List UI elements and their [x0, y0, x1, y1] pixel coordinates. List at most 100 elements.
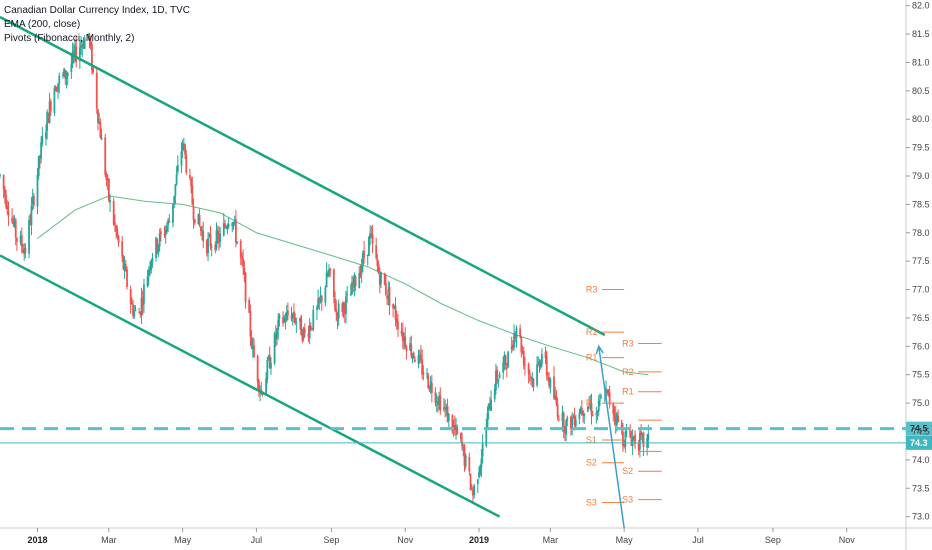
- candle-body: [378, 273, 381, 286]
- legend-ema[interactable]: EMA (200, close): [4, 19, 81, 30]
- candle-body: [219, 233, 222, 242]
- candle-body: [129, 289, 132, 304]
- candle-body: [89, 41, 92, 46]
- candle-body: [463, 446, 466, 466]
- candle-body: [580, 407, 583, 413]
- candle-body: [48, 101, 51, 123]
- candle-body: [354, 276, 357, 286]
- candle-body: [301, 333, 304, 341]
- candle-body: [637, 442, 640, 451]
- x-tick-label: Nov: [839, 535, 856, 545]
- candle-body: [303, 328, 306, 333]
- candle-body: [547, 377, 549, 378]
- time-axis[interactable]: 2018 Mar May Jul Sep Nov 2019 Mar May Jul Sep Nov: [27, 528, 855, 545]
- candle-body: [616, 413, 618, 426]
- y-tick-label: 81.5: [912, 29, 930, 39]
- candle-body: [167, 219, 170, 225]
- candle-body: [58, 75, 61, 84]
- candle-body: [337, 303, 340, 319]
- candle-body: [290, 315, 293, 319]
- candle-body: [410, 344, 413, 356]
- candle-body: [274, 333, 277, 339]
- pivot-label: R1: [622, 387, 634, 397]
- candle-body: [371, 234, 374, 244]
- legend-pivots[interactable]: Pivots (Fibonacci, Monthly, 2): [4, 33, 135, 44]
- pivot-label: R3: [622, 338, 634, 348]
- y-tick-label: 77.5: [912, 256, 930, 266]
- y-tick-label: 80.5: [912, 86, 930, 96]
- candle-body: [469, 473, 472, 490]
- y-tick-label: 75.0: [912, 398, 930, 408]
- projection-arrow: [595, 344, 625, 529]
- candle-body: [78, 47, 81, 61]
- candle-body: [216, 230, 219, 236]
- candle-body: [253, 345, 255, 357]
- candle-body: [53, 88, 56, 114]
- x-tick-label: 2018: [27, 535, 47, 545]
- candle-body: [265, 378, 268, 396]
- candle-body: [40, 142, 43, 159]
- candle-body: [307, 333, 310, 338]
- candle-body: [197, 213, 200, 225]
- candle-body: [116, 228, 119, 237]
- price-axis[interactable]: 82.0 81.5 81.0 80.5 80.0 79.5 79.0 78.5 78.0 77.5…: [906, 1, 930, 522]
- candle-body: [276, 328, 278, 338]
- candle-body: [548, 377, 551, 386]
- candle-body: [266, 360, 269, 380]
- candle-body: [384, 283, 387, 295]
- candle-body: [351, 282, 353, 295]
- legend-symbol[interactable]: Canadian Dollar Currency Index, 1D, TVC: [4, 5, 191, 16]
- candle-body: [446, 406, 449, 423]
- candle-body: [143, 284, 145, 304]
- candle-body: [155, 237, 157, 258]
- candle-body: [335, 309, 338, 313]
- candle-body: [622, 431, 624, 446]
- candle-body: [106, 178, 109, 181]
- candle-body: [210, 246, 213, 248]
- y-tick-label: 79.5: [912, 143, 930, 153]
- candle-body: [524, 365, 526, 367]
- candle-body: [3, 188, 6, 196]
- candle-body: [428, 386, 431, 390]
- candle-body: [606, 389, 609, 391]
- candle-body: [556, 404, 559, 417]
- candle-body: [47, 113, 50, 123]
- candle-body: [260, 389, 263, 392]
- candle-body: [480, 458, 483, 468]
- candle-body: [107, 178, 110, 201]
- channel-upper-line: [0, 15, 606, 337]
- candle-body: [470, 487, 473, 489]
- candle-body: [388, 287, 391, 306]
- candle-body: [309, 326, 312, 329]
- candle-body: [418, 355, 421, 357]
- candle-body: [146, 276, 149, 287]
- candle-body: [549, 378, 552, 388]
- pivot-label: S1: [586, 435, 597, 445]
- candle-body: [61, 74, 64, 76]
- candle-body: [242, 258, 245, 268]
- candle-body: [409, 343, 411, 351]
- candle-body: [46, 111, 49, 132]
- x-tick-label: Sep: [765, 535, 781, 545]
- candle-body: [358, 273, 361, 289]
- candle-body: [23, 249, 26, 255]
- candle-body: [519, 328, 522, 337]
- candle-body: [545, 356, 548, 376]
- candle-body: [14, 219, 17, 238]
- candle-body: [591, 415, 594, 416]
- candle-body: [445, 407, 448, 410]
- candle-body: [20, 235, 23, 247]
- candle-body: [324, 287, 327, 304]
- candle-body: [126, 269, 128, 287]
- candle-body: [284, 319, 287, 322]
- candle-body: [124, 264, 127, 271]
- candle-body: [172, 204, 174, 223]
- candle-body: [363, 250, 365, 258]
- channel-lines: [0, 15, 606, 518]
- candle-body: [191, 185, 194, 205]
- candle-body: [208, 234, 211, 236]
- candle-body: [579, 408, 582, 415]
- candle-body: [620, 422, 623, 431]
- candle-body: [478, 472, 480, 478]
